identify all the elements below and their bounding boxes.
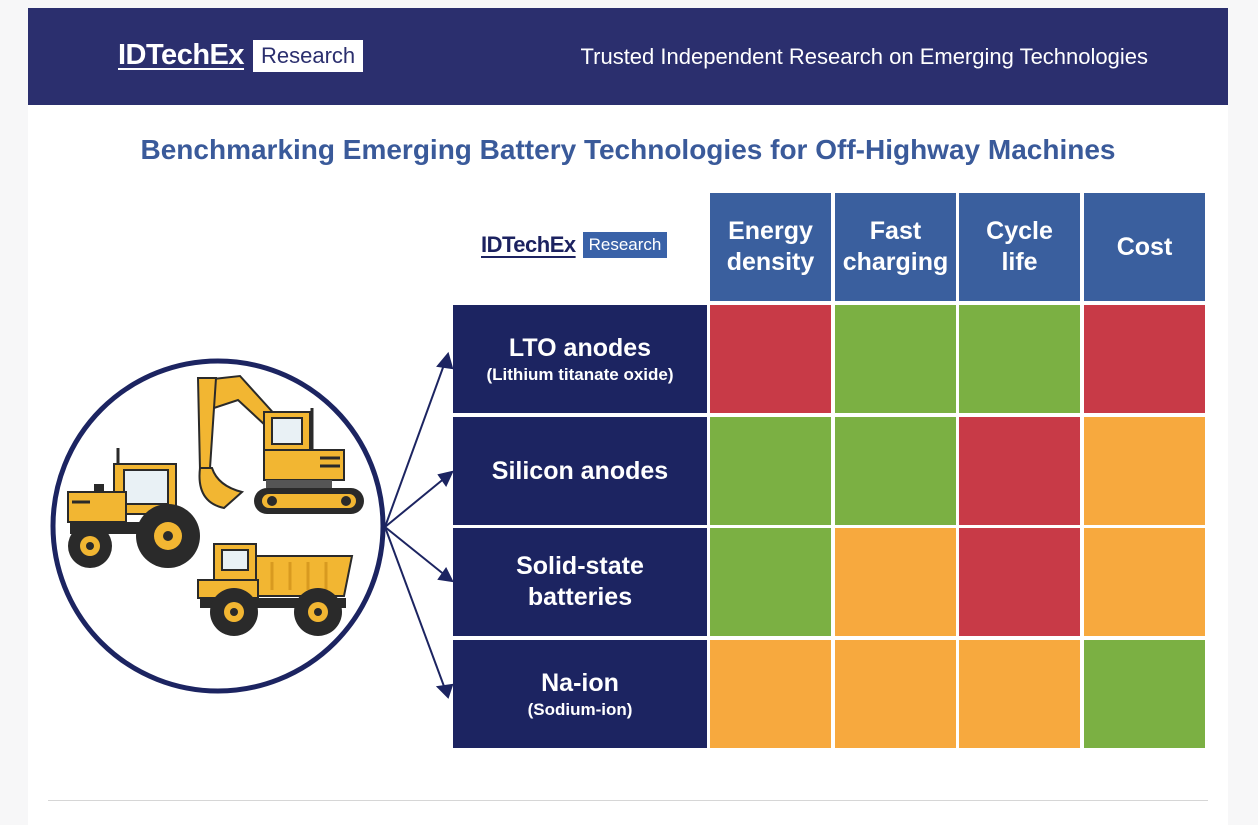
row-title: Solid-state <box>516 552 644 580</box>
rating-cell-poor <box>1084 305 1205 413</box>
row-header-na-ion: Na-ion (Sodium-ion) <box>453 640 707 748</box>
rating-cell-medium <box>835 528 956 636</box>
row-header-silicon-anodes: Silicon anodes <box>453 417 707 525</box>
column-header-line1: Fast <box>869 217 922 245</box>
column-header-fast-charging: Fast charging <box>835 193 956 301</box>
rating-cell-medium <box>959 640 1080 748</box>
rating-cell-poor <box>959 528 1080 636</box>
row-header-lto-anodes: LTO anodes (Lithium titanate oxide) <box>453 305 707 413</box>
page-title: Benchmarking Emerging Battery Technologi… <box>140 134 1116 165</box>
column-header-cost: Cost <box>1084 193 1205 301</box>
rating-cell-medium <box>1084 528 1205 636</box>
matrix-logo-research-box: Research <box>582 232 668 258</box>
dump-truck-icon <box>197 543 354 636</box>
rating-cell-good <box>710 528 831 636</box>
rating-cell-good <box>835 417 956 525</box>
matrix-logo: IDTechEx Research <box>481 232 668 258</box>
row-title-line2: batteries <box>527 583 633 611</box>
rating-cell-good <box>959 305 1080 413</box>
rating-cell-poor <box>959 417 1080 525</box>
bottom-divider <box>48 800 1208 801</box>
matrix-logo-wordmark: IDTechEx <box>481 232 576 257</box>
header-tagline: Trusted Independent Research on Emerging… <box>580 44 1148 69</box>
row-title: Na-ion <box>541 668 619 697</box>
row-subtitle: (Lithium titanate oxide) <box>486 364 674 384</box>
column-header-cycle-life: Cycle life <box>959 193 1080 301</box>
arrows <box>384 351 454 699</box>
vehicles-illustration <box>50 351 454 699</box>
row-title: LTO anodes <box>508 333 652 362</box>
rating-cell-poor <box>710 305 831 413</box>
column-header-line1: Cost <box>1116 232 1173 261</box>
logo-wordmark: IDTechEx <box>118 39 245 71</box>
rating-cell-good <box>1084 640 1205 748</box>
rating-cell-medium <box>710 640 831 748</box>
header-logo[interactable]: IDTechEx Research <box>118 39 364 72</box>
logo-research-box: Research <box>253 39 364 72</box>
row-subtitle: (Sodium-ion) <box>527 699 633 719</box>
rating-cell-medium <box>835 640 956 748</box>
rating-cell-good <box>835 305 956 413</box>
column-header-line2: charging <box>842 248 949 276</box>
column-header-line1: Cycle <box>986 217 1053 245</box>
tractor-icon <box>67 448 200 568</box>
column-header-line1: Energy <box>728 217 813 245</box>
rating-cell-good <box>710 417 831 525</box>
header-bar: IDTechEx Research Trusted Independent Re… <box>28 8 1228 105</box>
row-title: Silicon anodes <box>491 456 669 485</box>
row-header-solid-state-batteries: Solid-state batteries <box>453 528 707 636</box>
column-header-line2: density <box>726 248 815 276</box>
infographic-card: IDTechEx Research Trusted Independent Re… <box>28 8 1228 825</box>
column-header-line2: life <box>1001 248 1038 276</box>
column-header-energy-density: Energy density <box>710 193 831 301</box>
excavator-icon <box>196 374 364 514</box>
rating-cell-medium <box>1084 417 1205 525</box>
